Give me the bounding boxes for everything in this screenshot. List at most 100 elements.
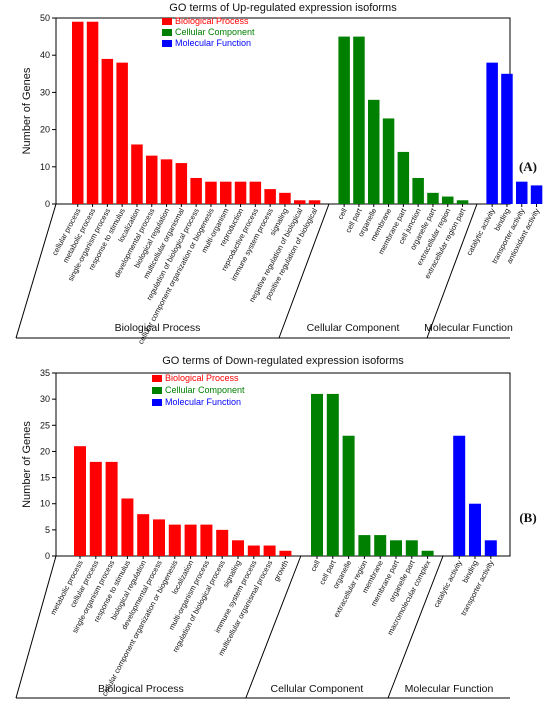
y-tick-label: 35 — [40, 368, 50, 378]
legend-swatch — [162, 40, 172, 47]
category-label: cell — [309, 558, 322, 572]
bar — [190, 177, 202, 204]
bar — [74, 446, 86, 556]
bar — [168, 524, 181, 556]
category-label: cell — [336, 206, 349, 220]
bar — [131, 144, 143, 204]
bar — [530, 185, 543, 204]
group-box-left — [15, 555, 57, 699]
group-label: Biological Process — [115, 322, 201, 334]
bar — [456, 200, 469, 204]
bar — [105, 461, 118, 556]
bar — [311, 393, 323, 556]
panel-a: GO terms of Up-regulated expression isof… — [15, 2, 543, 346]
bar — [137, 514, 150, 556]
bar — [484, 540, 497, 556]
y-tick-label: 0 — [45, 551, 50, 561]
bar — [469, 503, 481, 556]
y-tick-label: 50 — [40, 13, 50, 23]
bar — [153, 519, 165, 556]
bar — [382, 118, 395, 204]
bar — [247, 545, 260, 556]
legend-label: Molecular Function — [165, 397, 241, 407]
y-tick-label: 15 — [40, 473, 50, 483]
group-label: Cellular Component — [307, 322, 400, 334]
legend-swatch — [162, 18, 172, 25]
bar — [101, 58, 114, 204]
legend-swatch — [152, 375, 162, 382]
bar — [374, 535, 387, 556]
y-tick-label: 25 — [40, 420, 50, 430]
bar — [86, 21, 99, 204]
bar — [326, 393, 339, 556]
bar — [338, 36, 350, 204]
y-tick-label: 5 — [45, 525, 50, 535]
y-tick-label: 30 — [40, 394, 50, 404]
bar — [205, 181, 217, 204]
group-separator — [426, 203, 478, 339]
group-label: Molecular Function — [405, 683, 494, 695]
bar — [116, 62, 128, 204]
bar — [442, 196, 454, 204]
bar — [427, 192, 439, 204]
legend-swatch — [162, 29, 172, 36]
legend-label: Cellular Component — [175, 27, 255, 37]
bar — [175, 163, 188, 204]
bar — [160, 159, 173, 204]
bar — [405, 540, 418, 556]
bar — [397, 151, 410, 204]
bar — [234, 181, 247, 204]
bar — [342, 435, 355, 556]
bar — [220, 181, 232, 204]
group-label: Cellular Component — [270, 683, 363, 695]
bar — [358, 535, 371, 556]
y-axis-label: Number of Genes — [21, 421, 33, 508]
group-box-left — [15, 203, 57, 339]
category-label: growth — [272, 559, 291, 583]
y-axis-label: Number of Genes — [21, 67, 33, 154]
legend-label: Molecular Function — [175, 38, 251, 48]
bar — [353, 36, 365, 204]
chart-title: GO terms of Down-regulated expression is… — [162, 355, 404, 367]
bar — [121, 498, 134, 556]
bar — [216, 529, 229, 556]
bar — [294, 200, 306, 204]
bar — [200, 524, 213, 556]
bar — [412, 177, 424, 204]
y-tick-label: 10 — [40, 499, 50, 509]
bar — [279, 550, 292, 556]
panel-label: (A) — [519, 159, 537, 174]
y-tick-label: 10 — [40, 162, 50, 172]
bar — [308, 200, 321, 204]
y-tick-label: 30 — [40, 87, 50, 97]
y-tick-label: 40 — [40, 50, 50, 60]
bar — [146, 155, 158, 204]
group-label: Biological Process — [98, 683, 184, 695]
group-separator — [387, 555, 444, 699]
bar — [89, 461, 102, 556]
y-tick-label: 20 — [40, 125, 50, 135]
bar — [516, 181, 528, 204]
group-separator — [278, 203, 330, 339]
category-label: catalytic activity — [465, 207, 498, 257]
panel-label: (B) — [519, 510, 536, 525]
bar — [486, 62, 498, 204]
y-tick-label: 0 — [45, 199, 50, 209]
bar — [249, 181, 262, 204]
chart-title: GO terms of Up-regulated expression isof… — [169, 2, 397, 14]
group-separator — [245, 555, 302, 699]
legend-label: Biological Process — [175, 16, 249, 26]
bar — [279, 192, 291, 204]
legend-swatch — [152, 387, 162, 394]
category-label: catalytic activity — [432, 559, 465, 609]
bar — [72, 21, 84, 204]
legend-swatch — [152, 399, 162, 406]
y-tick-label: 20 — [40, 446, 50, 456]
bar — [421, 550, 434, 556]
bar — [453, 435, 466, 556]
bar — [368, 99, 380, 204]
legend-label: Biological Process — [165, 373, 239, 383]
bar — [184, 524, 197, 556]
bar — [232, 540, 244, 556]
